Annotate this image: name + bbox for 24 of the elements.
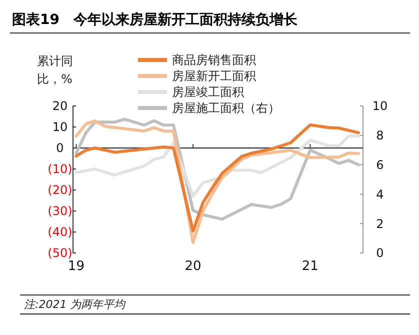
- y-tick-label: (30): [48, 204, 72, 218]
- y2-tick-label: 10: [372, 99, 388, 114]
- y2-tick-label: 4: [376, 187, 384, 202]
- y-tick-label: (40): [48, 225, 72, 240]
- y2-tick-label: 6: [376, 158, 384, 172]
- y-tick-label: 0: [56, 141, 64, 156]
- legend-label: 房屋新开工面积: [172, 69, 256, 84]
- legend-label: 商品房销售面积: [172, 53, 256, 68]
- chart-title: 图表19 今年以来房屋新开工面积持续负增长: [12, 11, 298, 28]
- x-tick-label: 19: [68, 259, 84, 274]
- x-tick-label: 20: [184, 259, 202, 274]
- y-tick-label: 10: [52, 120, 68, 134]
- y-tick-label: (20): [48, 183, 72, 198]
- y2-tick-label: 8: [376, 128, 384, 143]
- y-tick-label: 20: [52, 99, 68, 114]
- y-axis-title: 累计同比，%: [37, 54, 73, 86]
- legend-label: 房屋竣工面积: [172, 85, 244, 100]
- legend-label: 房屋施工面积（右）: [172, 101, 280, 116]
- y-tick-label: (50): [48, 246, 72, 260]
- text: 注:2021 为两年平均: [24, 298, 126, 311]
- y2-tick-label: 0: [376, 246, 384, 260]
- x-tick-label: 21: [302, 259, 318, 274]
- y-tick-label: (10): [48, 162, 72, 176]
- y2-tick-label: 2: [376, 216, 384, 231]
